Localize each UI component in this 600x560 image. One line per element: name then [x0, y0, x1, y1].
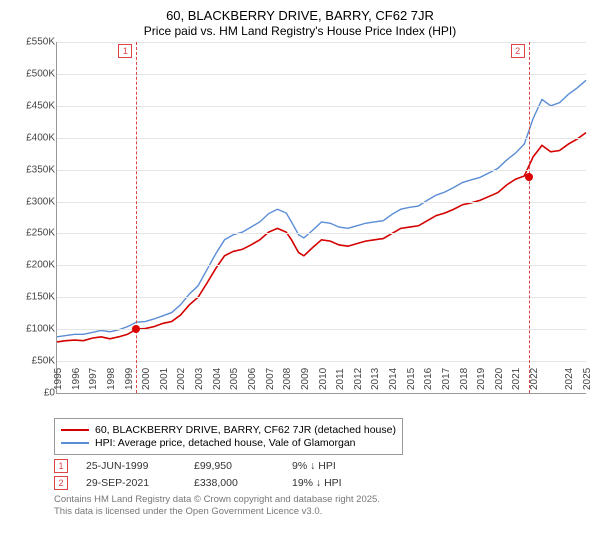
- sale-marker-badge: 1: [118, 44, 132, 58]
- x-axis-label: 2018: [459, 368, 470, 390]
- datapoint-badge: 1: [54, 459, 68, 473]
- datapoint-date: 29-SEP-2021: [86, 477, 176, 489]
- x-axis-label: 2017: [441, 368, 452, 390]
- sale-marker-point: [525, 173, 533, 181]
- y-axis-label: £200K: [13, 260, 55, 271]
- page-subtitle: Price paid vs. HM Land Registry's House …: [10, 24, 590, 38]
- x-axis-label: 2012: [353, 368, 364, 390]
- datapoints-table: 1 25-JUN-1999 £99,950 9% ↓ HPI 2 29-SEP-2021 £…: [54, 459, 590, 490]
- datapoint-delta: 9% ↓ HPI: [292, 460, 336, 472]
- datapoint-price: £338,000: [194, 477, 274, 489]
- y-axis-label: £450K: [13, 100, 55, 111]
- legend-swatch: [61, 442, 89, 444]
- sale-marker-line: [136, 42, 137, 393]
- y-axis-label: £100K: [13, 324, 55, 335]
- x-axis-label: 2008: [282, 368, 293, 390]
- x-axis-label: 2010: [318, 368, 329, 390]
- datapoint-delta: 19% ↓ HPI: [292, 477, 342, 489]
- footer-line: This data is licensed under the Open Gov…: [54, 506, 590, 518]
- x-axis-label: 2019: [476, 368, 487, 390]
- datapoint-badge: 2: [54, 476, 68, 490]
- y-axis-label: £500K: [13, 68, 55, 79]
- y-axis-label: £0: [13, 388, 55, 399]
- plot-area: £0£50K£100K£150K£200K£250K£300K£350K£400…: [56, 42, 586, 394]
- y-axis-label: £300K: [13, 196, 55, 207]
- legend-item: 60, BLACKBERRY DRIVE, BARRY, CF62 7JR (d…: [61, 424, 396, 436]
- sale-marker-badge: 2: [511, 44, 525, 58]
- x-axis-label: 2000: [141, 368, 152, 390]
- x-axis-label: 1996: [71, 368, 82, 390]
- x-axis-label: 2009: [300, 368, 311, 390]
- legend-label: 60, BLACKBERRY DRIVE, BARRY, CF62 7JR (d…: [95, 424, 396, 436]
- x-axis-label: 1998: [106, 368, 117, 390]
- x-axis-label: 1999: [124, 368, 135, 390]
- x-axis-label: 2024: [564, 368, 575, 390]
- legend-swatch: [61, 429, 89, 431]
- legend-label: HPI: Average price, detached house, Vale…: [95, 437, 356, 449]
- footer: Contains HM Land Registry data © Crown c…: [54, 494, 590, 518]
- x-axis-label: 2021: [511, 368, 522, 390]
- x-axis-label: 1995: [53, 368, 64, 390]
- page-title: 60, BLACKBERRY DRIVE, BARRY, CF62 7JR: [10, 8, 590, 23]
- x-axis-label: 2014: [388, 368, 399, 390]
- datapoint-date: 25-JUN-1999: [86, 460, 176, 472]
- x-axis-label: 2015: [406, 368, 417, 390]
- chart: £0 £50K £100K £150K £200K £250K £300K £350K £400…: [12, 42, 590, 412]
- x-axis-label: 2020: [494, 368, 505, 390]
- x-axis-label: 2002: [176, 368, 187, 390]
- legend: 60, BLACKBERRY DRIVE, BARRY, CF62 7JR (d…: [54, 418, 403, 455]
- y-axis-label: £150K: [13, 292, 55, 303]
- x-axis-label: 2005: [229, 368, 240, 390]
- datapoint-price: £99,950: [194, 460, 274, 472]
- y-axis-label: £50K: [13, 356, 55, 367]
- x-axis-label: 2025: [582, 368, 593, 390]
- x-axis-label: 2013: [370, 368, 381, 390]
- datapoint-row: 1 25-JUN-1999 £99,950 9% ↓ HPI: [54, 459, 590, 473]
- datapoint-row: 2 29-SEP-2021 £338,000 19% ↓ HPI: [54, 476, 590, 490]
- x-axis-label: 1997: [88, 368, 99, 390]
- page: 60, BLACKBERRY DRIVE, BARRY, CF62 7JR Pr…: [0, 0, 600, 560]
- sale-marker-line: [529, 42, 530, 393]
- x-axis-label: 2022: [529, 368, 540, 390]
- x-axis-label: 2006: [247, 368, 258, 390]
- sale-marker-point: [132, 325, 140, 333]
- x-axis-label: 2001: [159, 368, 170, 390]
- x-axis-label: 2003: [194, 368, 205, 390]
- y-axis-label: £350K: [13, 164, 55, 175]
- y-axis-label: £250K: [13, 228, 55, 239]
- y-axis-label: £400K: [13, 132, 55, 143]
- y-axis-label: £550K: [13, 37, 55, 48]
- title-block: 60, BLACKBERRY DRIVE, BARRY, CF62 7JR Pr…: [10, 8, 590, 38]
- x-axis-label: 2016: [423, 368, 434, 390]
- footer-line: Contains HM Land Registry data © Crown c…: [54, 494, 590, 506]
- x-axis-label: 2011: [335, 368, 346, 390]
- x-axis-label: 2004: [212, 368, 223, 390]
- x-axis-label: 2007: [265, 368, 276, 390]
- legend-item: HPI: Average price, detached house, Vale…: [61, 437, 396, 449]
